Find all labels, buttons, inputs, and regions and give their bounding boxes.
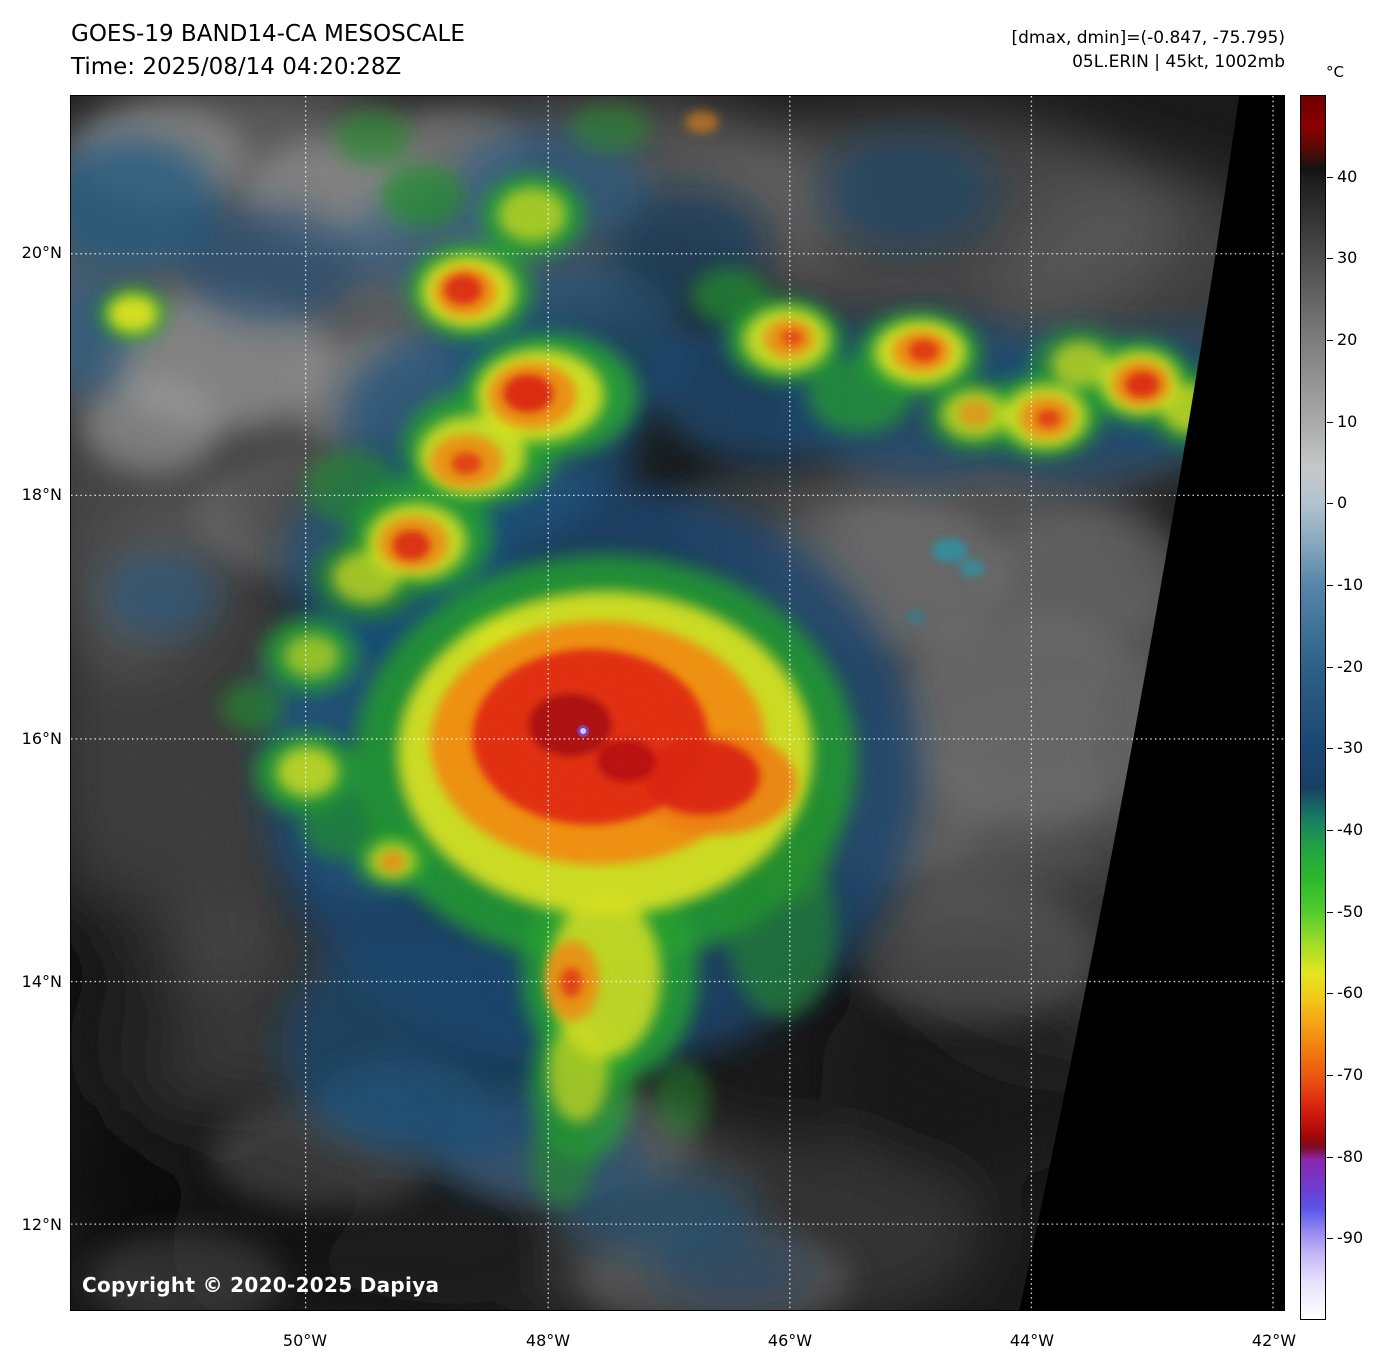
colorbar-tickmark bbox=[1327, 667, 1333, 668]
lat-label: 12°N bbox=[21, 1215, 62, 1234]
lat-label: 14°N bbox=[21, 972, 62, 991]
copyright: Copyright © 2020-2025 Dapiya bbox=[82, 1273, 440, 1297]
lon-label: 50°W bbox=[282, 1331, 328, 1350]
colorbar-tick-label: -90 bbox=[1337, 1228, 1364, 1247]
lon-label: 46°W bbox=[767, 1331, 813, 1350]
colorbar-tickmark bbox=[1327, 258, 1333, 259]
lon-label: 44°W bbox=[1009, 1331, 1055, 1350]
lon-label: 42°W bbox=[1251, 1331, 1297, 1350]
colorbar-tickmark bbox=[1327, 340, 1333, 341]
colorbar-tickmark bbox=[1327, 585, 1333, 586]
colorbar-tickmark bbox=[1327, 912, 1333, 913]
colorbar-tickmark bbox=[1327, 177, 1333, 178]
lat-label: 18°N bbox=[21, 485, 62, 504]
colorbar-tick-label: -80 bbox=[1337, 1147, 1364, 1166]
colorbar-tick-label: -50 bbox=[1337, 902, 1364, 921]
colorbar-tick-label: 30 bbox=[1337, 248, 1358, 267]
gridlines bbox=[71, 96, 1284, 1310]
storm-info: 05L.ERIN | 45kt, 1002mb bbox=[1072, 52, 1285, 72]
colorbar bbox=[1300, 95, 1326, 1320]
colorbar-tickmark bbox=[1327, 1238, 1333, 1239]
lat-label: 16°N bbox=[21, 729, 62, 748]
lon-label: 48°W bbox=[525, 1331, 571, 1350]
title-block: GOES-19 BAND14-CA MESOSCALE Time: 2025/0… bbox=[71, 18, 465, 84]
colorbar-tick-label: 20 bbox=[1337, 330, 1358, 349]
colorbar-tickmark bbox=[1327, 748, 1333, 749]
colorbar-tick-label: -10 bbox=[1337, 575, 1364, 594]
scan-edge-black bbox=[1019, 96, 1284, 1310]
colorbar-tick-label: -40 bbox=[1337, 820, 1364, 839]
colorbar-tick-label: 0 bbox=[1337, 493, 1348, 512]
colorbar-tick-label: -30 bbox=[1337, 738, 1364, 757]
colorbar-tickmark bbox=[1327, 1075, 1333, 1076]
colorbar-tickmark bbox=[1327, 830, 1333, 831]
colorbar-tickmark bbox=[1327, 1157, 1333, 1158]
colorbar-tickmark bbox=[1327, 503, 1333, 504]
satellite-image bbox=[71, 96, 1284, 1310]
colorbar-tick-label: 10 bbox=[1337, 412, 1358, 431]
colorbar-tick-label: -70 bbox=[1337, 1065, 1364, 1084]
colorbar-tickmark bbox=[1327, 422, 1333, 423]
satellite-map: Copyright © 2020-2025 Dapiya bbox=[70, 95, 1285, 1311]
stats-block: [dmax, dmin]=(-0.847, -75.795) 05L.ERIN … bbox=[1012, 26, 1286, 74]
colorbar-unit: °C bbox=[1326, 63, 1344, 81]
colorbar-tick-label: -60 bbox=[1337, 983, 1364, 1002]
lat-label: 20°N bbox=[21, 243, 62, 262]
colorbar-tick-label: 40 bbox=[1337, 167, 1358, 186]
plot-title: GOES-19 BAND14-CA MESOSCALE bbox=[71, 21, 465, 47]
dmax-dmin-readout: [dmax, dmin]=(-0.847, -75.795) bbox=[1011, 28, 1286, 48]
plot-time: Time: 2025/08/14 04:20:28Z bbox=[71, 54, 402, 80]
colorbar-tick-label: -20 bbox=[1337, 657, 1364, 676]
colorbar-tickmark bbox=[1327, 993, 1333, 994]
